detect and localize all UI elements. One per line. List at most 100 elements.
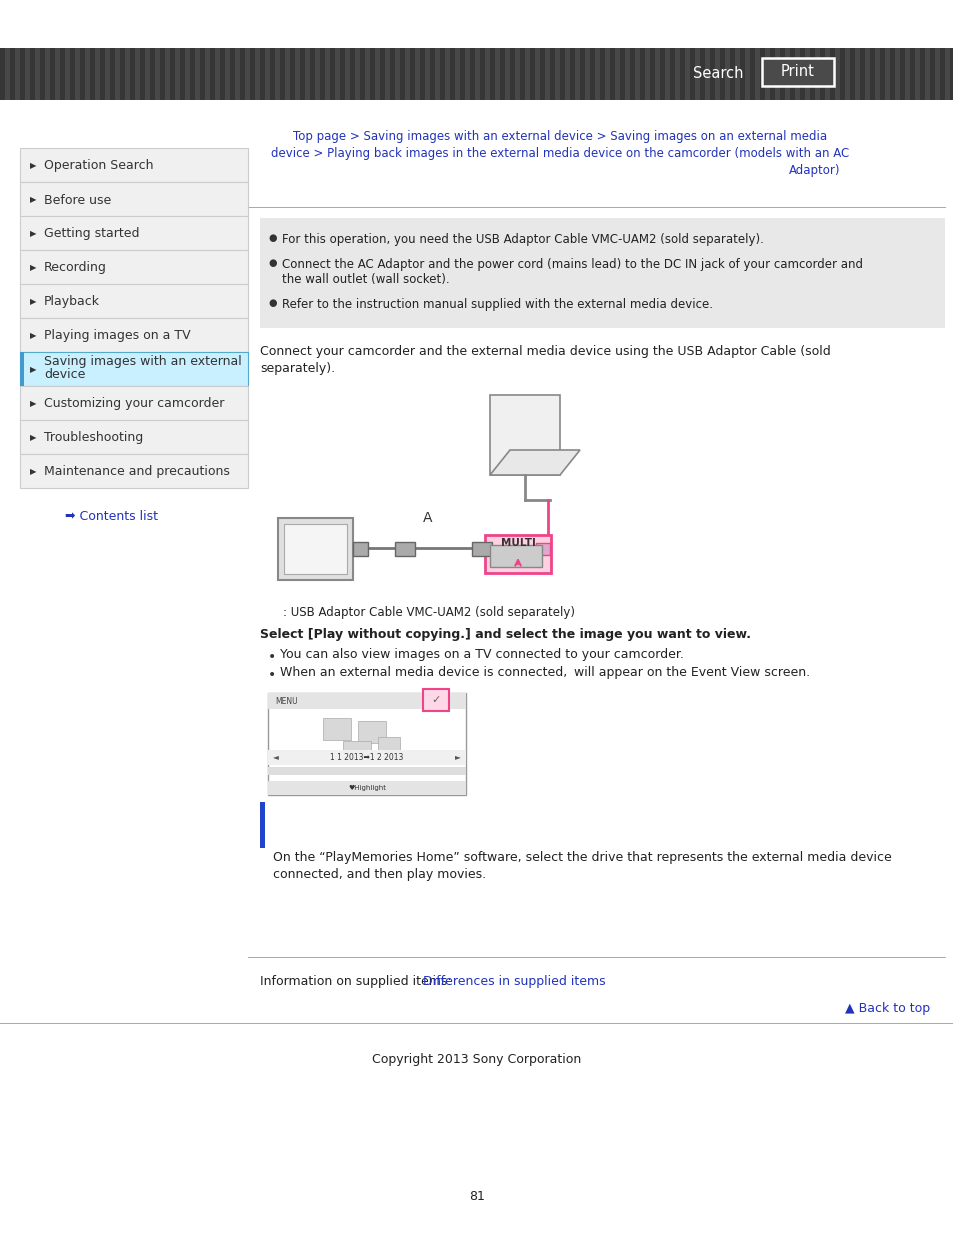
Bar (909, 48, 914, 100)
Bar (564, 48, 569, 100)
Bar (435, 48, 439, 100)
Bar (75, 48, 80, 100)
Text: connected, and then play movies.: connected, and then play movies. (273, 868, 486, 881)
Bar (709, 48, 714, 100)
Text: ◄: ◄ (273, 752, 278, 762)
Text: ✓: ✓ (431, 695, 440, 705)
Bar (220, 48, 225, 100)
Bar (655, 48, 659, 100)
Bar (472, 542, 492, 556)
Bar (734, 48, 740, 100)
Bar (65, 48, 70, 100)
Bar (624, 48, 629, 100)
Bar (25, 48, 30, 100)
Text: Connect the AC Adaptor and the power cord (mains lead) to the DC IN jack of your: Connect the AC Adaptor and the power cor… (282, 258, 862, 270)
Bar (430, 48, 435, 100)
Bar (704, 48, 709, 100)
Bar (339, 48, 345, 100)
Text: Playback: Playback (44, 295, 100, 309)
Text: You can also view images on a TV connected to your camcorder.: You can also view images on a TV connect… (280, 648, 683, 661)
Bar (814, 48, 820, 100)
Text: ►: ► (455, 752, 460, 762)
Bar (353, 542, 368, 556)
Bar (899, 48, 904, 100)
Bar (444, 48, 450, 100)
Bar (894, 48, 899, 100)
Bar (305, 48, 310, 100)
Bar (569, 48, 575, 100)
Bar (864, 48, 869, 100)
Bar (820, 48, 824, 100)
Text: separately).: separately). (260, 362, 335, 375)
Bar (840, 48, 844, 100)
Text: On the “PlayMemories Home” software, select the drive that represents the extern: On the “PlayMemories Home” software, sel… (273, 851, 891, 864)
Bar (784, 48, 789, 100)
Bar (345, 48, 350, 100)
Bar (669, 48, 675, 100)
Text: ●: ● (269, 298, 277, 308)
Bar (559, 48, 564, 100)
Text: Maintenance and precautions: Maintenance and precautions (44, 466, 230, 478)
Bar (45, 48, 50, 100)
Bar (524, 48, 530, 100)
Bar (536, 543, 550, 555)
Bar (294, 48, 299, 100)
Bar (310, 48, 314, 100)
Bar (154, 48, 160, 100)
Bar (20, 420, 248, 454)
Bar (185, 48, 190, 100)
Bar (874, 48, 879, 100)
Bar (459, 48, 464, 100)
Bar (760, 48, 764, 100)
Bar (150, 48, 154, 100)
Bar (780, 48, 784, 100)
Bar (145, 48, 150, 100)
Bar (20, 182, 248, 216)
Text: Before use: Before use (44, 194, 112, 206)
Text: Refer to the instruction manual supplied with the external media device.: Refer to the instruction manual supplied… (282, 298, 712, 311)
Bar (395, 48, 399, 100)
Bar (390, 48, 395, 100)
Bar (234, 48, 240, 100)
Bar (490, 395, 559, 475)
Text: the wall outlet (wall socket).: the wall outlet (wall socket). (282, 273, 449, 287)
Text: Copyright 2013 Sony Corporation: Copyright 2013 Sony Corporation (372, 1053, 581, 1066)
Bar (629, 48, 635, 100)
Bar (60, 48, 65, 100)
Bar (20, 317, 248, 352)
Bar (609, 48, 615, 100)
Bar (268, 750, 465, 764)
Bar (214, 48, 220, 100)
Bar (20, 454, 248, 488)
Bar (774, 48, 780, 100)
Bar (439, 48, 444, 100)
Text: ▶: ▶ (30, 366, 36, 374)
Bar (265, 48, 270, 100)
Bar (10, 48, 15, 100)
Bar (484, 535, 551, 573)
Bar (205, 48, 210, 100)
Bar (230, 48, 234, 100)
Text: ●: ● (269, 258, 277, 268)
Bar (323, 718, 351, 740)
Bar (20, 48, 25, 100)
Bar (419, 48, 424, 100)
Bar (829, 48, 834, 100)
Text: : USB Adaptor Cable VMC-UAM2 (sold separately): : USB Adaptor Cable VMC-UAM2 (sold separ… (268, 606, 575, 619)
Text: Select [Play without copying.] and select the image you want to view.: Select [Play without copying.] and selec… (260, 629, 750, 641)
Bar (854, 48, 859, 100)
Bar (268, 693, 465, 709)
Bar (939, 48, 944, 100)
Text: •: • (268, 668, 276, 682)
Text: A: A (423, 511, 433, 525)
Bar (395, 542, 415, 556)
Bar (684, 48, 689, 100)
Bar (250, 48, 254, 100)
Bar (422, 689, 449, 711)
Bar (749, 48, 754, 100)
Bar (584, 48, 589, 100)
Bar (343, 741, 371, 763)
Text: ▶: ▶ (30, 298, 36, 306)
Bar (724, 48, 729, 100)
Bar (879, 48, 884, 100)
